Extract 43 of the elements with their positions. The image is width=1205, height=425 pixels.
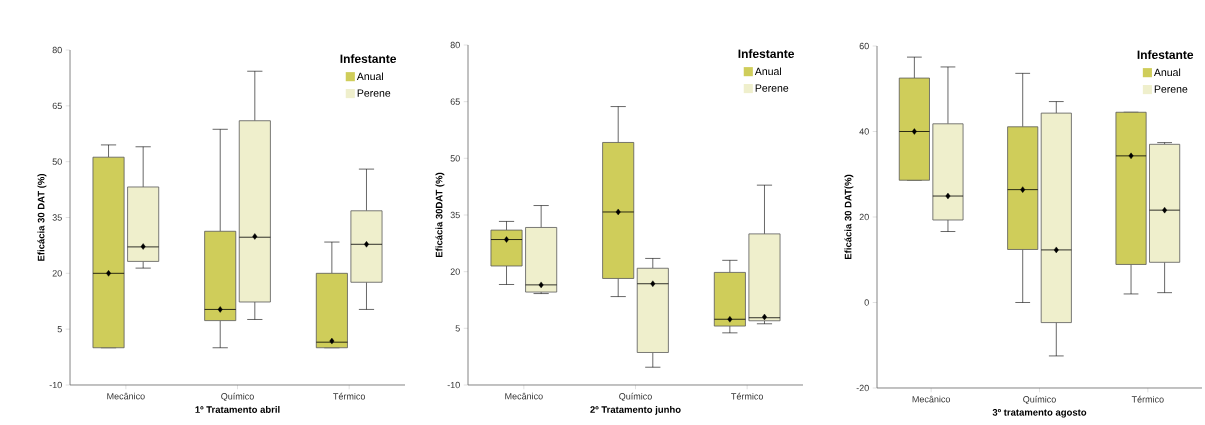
y-tick-label: 65 xyxy=(52,102,62,110)
y-tick-label: 20 xyxy=(450,268,460,275)
y-tick-label: 35 xyxy=(52,214,62,221)
x-tick-label: Térmico xyxy=(333,392,366,400)
x-tick-label: Químico xyxy=(1023,395,1056,405)
y-axis-title: Eficácia 30 DAT (%) xyxy=(37,173,47,261)
y-tick-label: -10 xyxy=(447,381,460,389)
y-tick-label: 60 xyxy=(859,42,869,50)
x-tick-label: Mecânico xyxy=(912,395,951,403)
legend-label: Perene xyxy=(755,84,789,92)
y-tick-label: 80 xyxy=(450,41,460,49)
y-tick-label: 35 xyxy=(450,211,460,219)
legend-title: Infestante xyxy=(340,54,397,64)
y-tick-label: 20 xyxy=(859,213,869,221)
x-axis-title: 1º Tratamento abril xyxy=(195,405,280,413)
y-axis-title: Eficácia 30 DAT(%) xyxy=(844,174,854,260)
y-tick-label: 80 xyxy=(52,46,62,54)
x-tick-label: Químico xyxy=(619,392,652,402)
x-tick-label: Mecânico xyxy=(505,392,543,400)
x-axis-title: 3º tratamento agosto xyxy=(992,408,1087,418)
x-axis-title: 2º Tratamento junho xyxy=(590,405,681,415)
y-tick-label: 50 xyxy=(450,155,460,162)
legend-title: Infestante xyxy=(738,49,795,58)
x-tick-label: Térmico xyxy=(731,392,764,400)
x-tick-label: Mecânico xyxy=(107,392,145,400)
legend-label: Perene xyxy=(357,89,391,97)
y-tick-label: -20 xyxy=(856,384,869,392)
y-tick-label: 5 xyxy=(57,326,62,333)
legend-label: Perene xyxy=(1154,85,1188,93)
legend-label: Anual xyxy=(754,67,781,76)
y-tick-label: 0 xyxy=(864,299,869,306)
x-tick-label: Químico xyxy=(221,392,254,402)
y-tick-label: 5 xyxy=(455,325,460,332)
legend-label: Anual xyxy=(1153,68,1181,77)
x-tick-label: Térmico xyxy=(1131,395,1164,403)
y-tick-label: 65 xyxy=(450,98,460,105)
legend-title: Infestante xyxy=(1137,50,1194,59)
y-tick-label: 50 xyxy=(52,158,62,165)
y-tick-label: 20 xyxy=(52,270,62,277)
legend-label: Anual xyxy=(356,72,383,81)
y-axis-title: Eficácia 30DAT (%) xyxy=(435,172,445,258)
y-tick-label: 40 xyxy=(859,128,869,135)
y-tick-label: -10 xyxy=(49,381,62,389)
